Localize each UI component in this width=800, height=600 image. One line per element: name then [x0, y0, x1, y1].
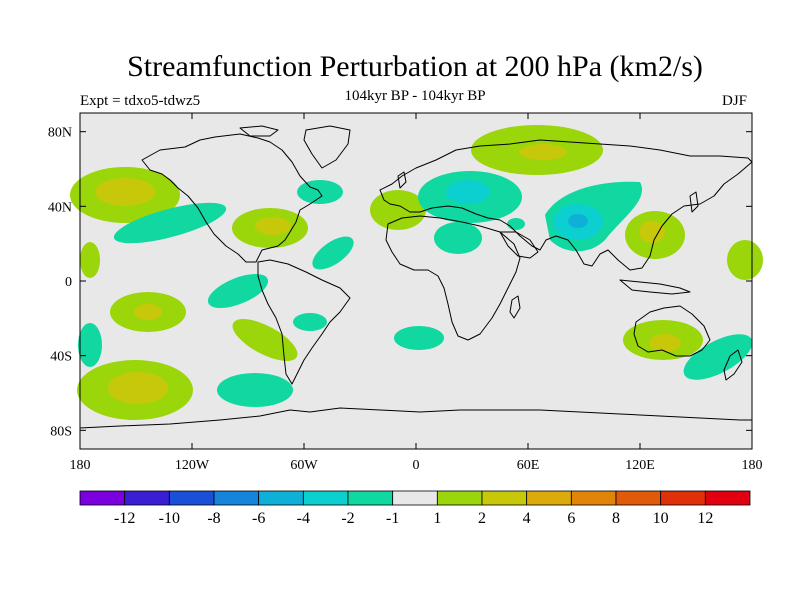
anomaly-pos-southern-ocean-core: [108, 372, 168, 404]
lon-tick-label: 180: [70, 458, 91, 473]
colorbar-swatch: [481, 490, 528, 506]
coast-south-america: [257, 259, 351, 385]
lon-tick-label: 0: [413, 458, 420, 473]
coast-indonesia: [619, 279, 691, 295]
anomaly-neg-tasman: [683, 334, 753, 380]
colorbar-label: 10: [653, 510, 669, 527]
colorbar-swatch: [302, 490, 349, 506]
coast-arabia: [499, 231, 539, 259]
anomaly-neg-south-indian: [394, 326, 444, 350]
anomaly-neg-east-pacific: [207, 274, 269, 308]
coast-australia: [633, 305, 711, 357]
colorbar-label: 6: [567, 510, 575, 527]
colorbar-swatch: [168, 490, 215, 506]
coast-north-america: [141, 133, 323, 263]
anomaly-neg-central-asia-inner: [568, 214, 588, 228]
colorbar-swatch: [615, 490, 662, 506]
coast-uk: [397, 171, 407, 189]
lat-tick-label: 40S: [50, 350, 72, 365]
colorbar-label: -1: [386, 510, 399, 527]
lon-tick-label: 180: [742, 458, 763, 473]
anomaly-pos-australia-core: [649, 334, 681, 352]
anomaly-neg-eurasia-core: [446, 180, 490, 204]
colorbar-swatch: [660, 490, 706, 506]
anomaly-neg-africa-north: [434, 222, 482, 254]
experiment-label: Expt = tdxo5-tdwz5: [80, 93, 201, 109]
lon-tick-label: 60E: [517, 458, 540, 473]
anomaly-pos-south-atlantic: [232, 319, 298, 361]
colorbar-label: 2: [478, 510, 486, 527]
colorbar-swatch: [704, 490, 751, 506]
colorbar-label: -2: [341, 510, 354, 527]
anomaly-neg-greenland: [297, 180, 343, 204]
coast-eurasia: [379, 139, 753, 271]
coastlines: [79, 125, 753, 429]
lat-tick-label: 80S: [50, 424, 72, 439]
colorbar-label: -8: [207, 510, 220, 527]
colorbar-swatch: [124, 490, 170, 506]
lat-tick-label: 40N: [48, 200, 72, 215]
colorbar: -12 -10 -8 -6 -4 -2 -1 1 2 4 6 8 10 12: [79, 490, 751, 527]
anomaly-neg-middle-east: [507, 218, 525, 230]
colorbar-swatch: [526, 490, 572, 506]
plot-subtitle: 104kyr BP - 104kyr BP: [344, 88, 486, 104]
anomaly-neg-south-america: [293, 313, 327, 331]
coast-greenland: [303, 125, 351, 169]
coast-japan: [689, 191, 699, 213]
colorbar-label: 1: [433, 510, 441, 527]
colorbar-swatch: [436, 490, 483, 506]
colorbar-swatch: [347, 490, 394, 506]
colorbar-label: 12: [697, 510, 713, 527]
lat-tick-label: 0: [65, 275, 72, 290]
anomaly-pos-europe: [370, 190, 426, 230]
coast-madagascar: [509, 295, 521, 319]
anomaly-neg-canada: [113, 202, 227, 244]
colorbar-label: 8: [612, 510, 620, 527]
colorbar-swatch: [79, 490, 126, 506]
anomaly-pos-arctic-core: [519, 144, 567, 160]
plot-title: Streamfunction Perturbation at 200 hPa (…: [127, 50, 703, 83]
anomaly-neg-southeast-pacific: [217, 373, 293, 407]
coast-arctic-islands: [239, 125, 279, 137]
anomaly-pos-east-asia-core: [639, 221, 665, 243]
anomaly-contours: [70, 125, 763, 420]
lon-tick-label: 120E: [625, 458, 655, 473]
colorbar-label: -4: [297, 510, 310, 527]
anomaly-pos-west-pacific: [727, 240, 763, 280]
colorbar-swatch: [570, 490, 617, 506]
lon-tick-label: 120W: [175, 458, 210, 473]
lon-tick-label: 60W: [290, 458, 318, 473]
coast-africa: [385, 215, 521, 341]
anomaly-pos-us-east-core: [255, 217, 291, 235]
coast-antarctica: [79, 407, 752, 429]
colorbar-swatch: [392, 490, 438, 506]
colorbar-swatch: [258, 490, 304, 506]
coast-new-zealand: [723, 349, 743, 381]
colorbar-label: -10: [159, 510, 180, 527]
axis-ticks: 180 120W 60W 0 60E 120E 180 80N 40N 0 40S 80S: [48, 113, 763, 473]
anomaly-neg-southwest-pacific: [78, 323, 102, 367]
colorbar-swatch: [213, 490, 260, 506]
anomaly-neg-mid-atlantic: [312, 236, 354, 270]
lat-tick-label: 80N: [48, 126, 72, 141]
colorbar-label: -6: [252, 510, 265, 527]
anomaly-pos-north-pacific-core: [95, 178, 155, 206]
anomaly-pos-south-pacific-core: [134, 304, 162, 320]
anomaly-pos-west-atlantic: [80, 242, 100, 278]
colorbar-label: 4: [523, 510, 531, 527]
colorbar-label: -12: [114, 510, 135, 527]
season-label: DJF: [722, 93, 748, 109]
